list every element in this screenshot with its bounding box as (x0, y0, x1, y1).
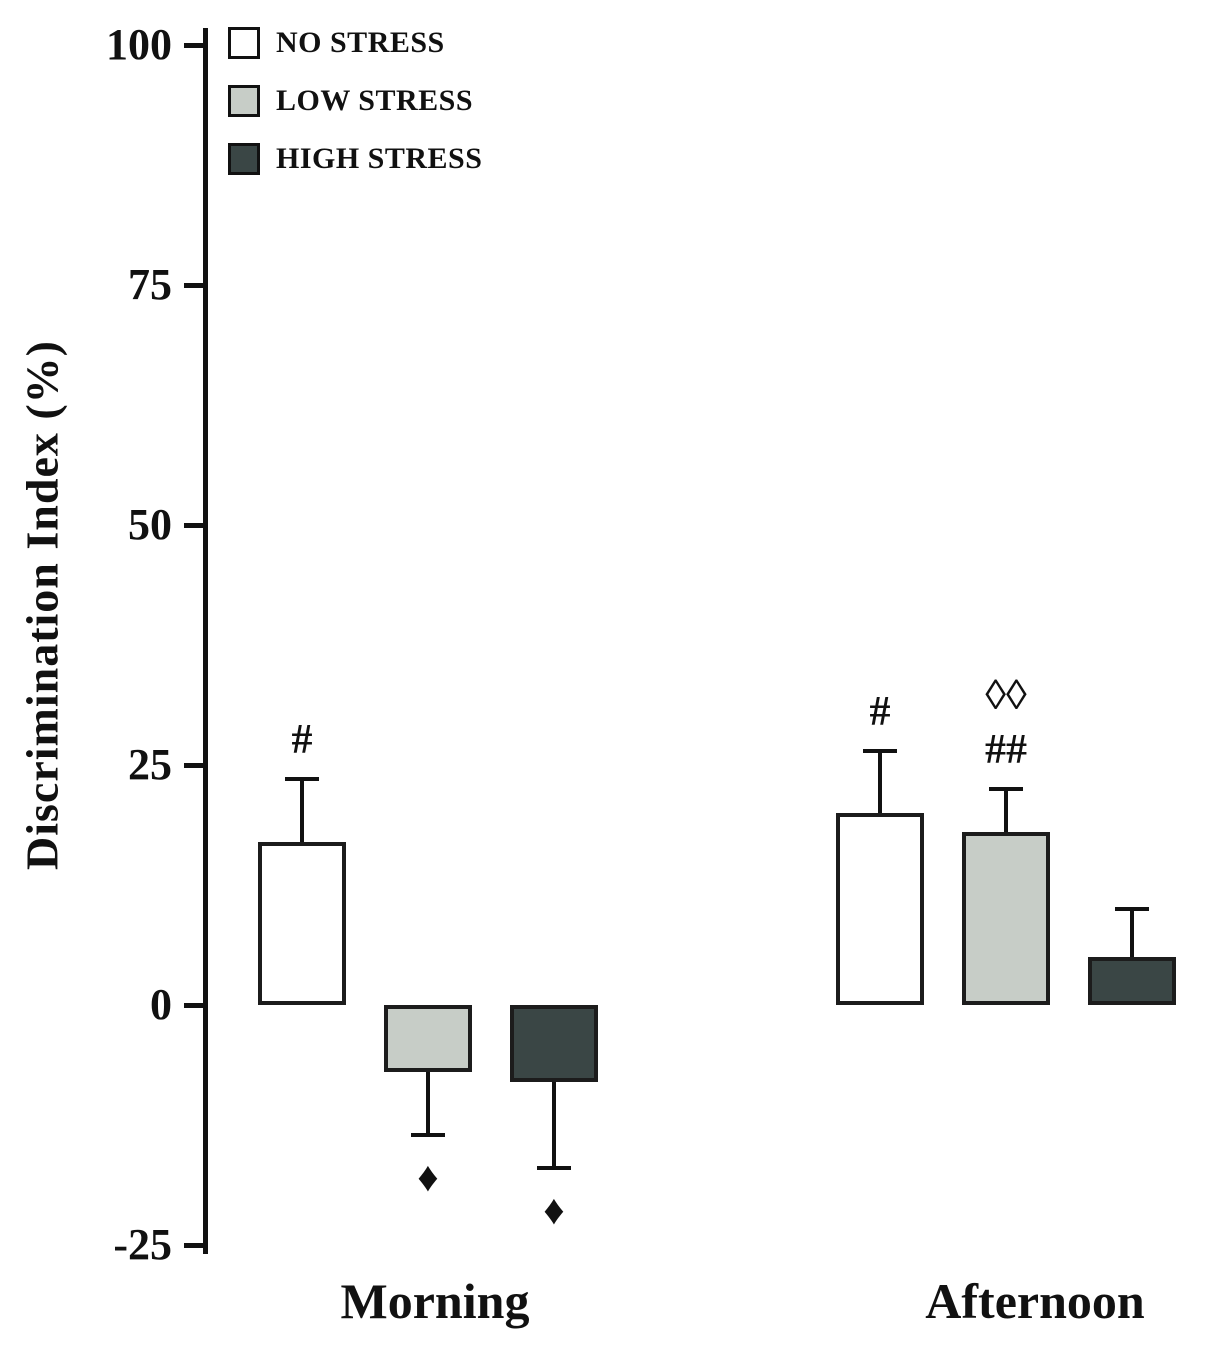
annotation-no-stress-morning: # (291, 717, 313, 764)
y-tick-mark-100 (184, 43, 204, 48)
bar-high-stress-afternoon (1088, 957, 1176, 1005)
annotation-low-stress-afternoon: ◊◊ ## (985, 673, 1027, 773)
y-tick-label-75: 75 (128, 260, 172, 309)
bar-low-stress-afternoon (962, 832, 1050, 1005)
bar-no-stress-afternoon (836, 813, 924, 1005)
y-tick-label--25: -25 (113, 1220, 172, 1269)
legend-label-high-stress: HIGH STRESS (276, 142, 483, 175)
error-bar-low-stress-afternoon (1004, 789, 1008, 833)
y-tick-mark-75 (184, 283, 204, 288)
error-bar-high-stress-afternoon (1130, 909, 1134, 957)
annotation-low-stress-morning: ♦ (417, 1154, 439, 1201)
y-tick-mark-0 (184, 1003, 204, 1008)
y-tick-label-0: 0 (150, 980, 172, 1029)
bar-high-stress-morning (510, 1005, 598, 1082)
legend-label-low-stress: LOW STRESS (276, 84, 474, 117)
bar-low-stress-morning (384, 1005, 472, 1073)
y-tick-label-100: 100 (106, 20, 172, 69)
x-label-morning: Morning (340, 1273, 530, 1329)
error-cap-no-stress-afternoon (863, 748, 897, 753)
y-tick-mark-50 (184, 523, 204, 528)
no-stress-swatch (228, 27, 260, 59)
y-axis-line (203, 28, 208, 1254)
legend-label-no-stress: NO STRESS (276, 26, 445, 59)
y-tick-label-25: 25 (128, 740, 172, 789)
high-stress-swatch (228, 143, 260, 175)
low-stress-swatch (228, 85, 260, 117)
y-tick-mark--25 (184, 1243, 204, 1248)
error-bar-no-stress-afternoon (878, 750, 882, 813)
x-label-afternoon: Afternoon (925, 1273, 1145, 1329)
error-cap-low-stress-morning (411, 1132, 445, 1137)
y-tick-mark-25 (184, 763, 204, 768)
error-bar-high-stress-morning (552, 1081, 556, 1169)
error-bar-no-stress-morning (300, 779, 304, 842)
legend-item-high-stress: HIGH STRESS (228, 142, 482, 176)
error-cap-no-stress-morning (285, 777, 319, 782)
error-cap-low-stress-afternoon (989, 787, 1023, 791)
y-tick-label-50: 50 (128, 500, 172, 549)
annotation-no-stress-afternoon: # (869, 688, 891, 735)
error-cap-high-stress-afternoon (1115, 907, 1149, 911)
bar-no-stress-morning (258, 841, 346, 1005)
legend: NO STRESS LOW STRESS HIGH STRESS (228, 26, 482, 176)
annotation-high-stress-morning: ♦ (543, 1188, 565, 1235)
error-cap-high-stress-morning (537, 1166, 571, 1171)
error-bar-low-stress-morning (426, 1072, 430, 1135)
legend-item-low-stress: LOW STRESS (228, 84, 482, 118)
legend-item-no-stress: NO STRESS (228, 26, 482, 60)
